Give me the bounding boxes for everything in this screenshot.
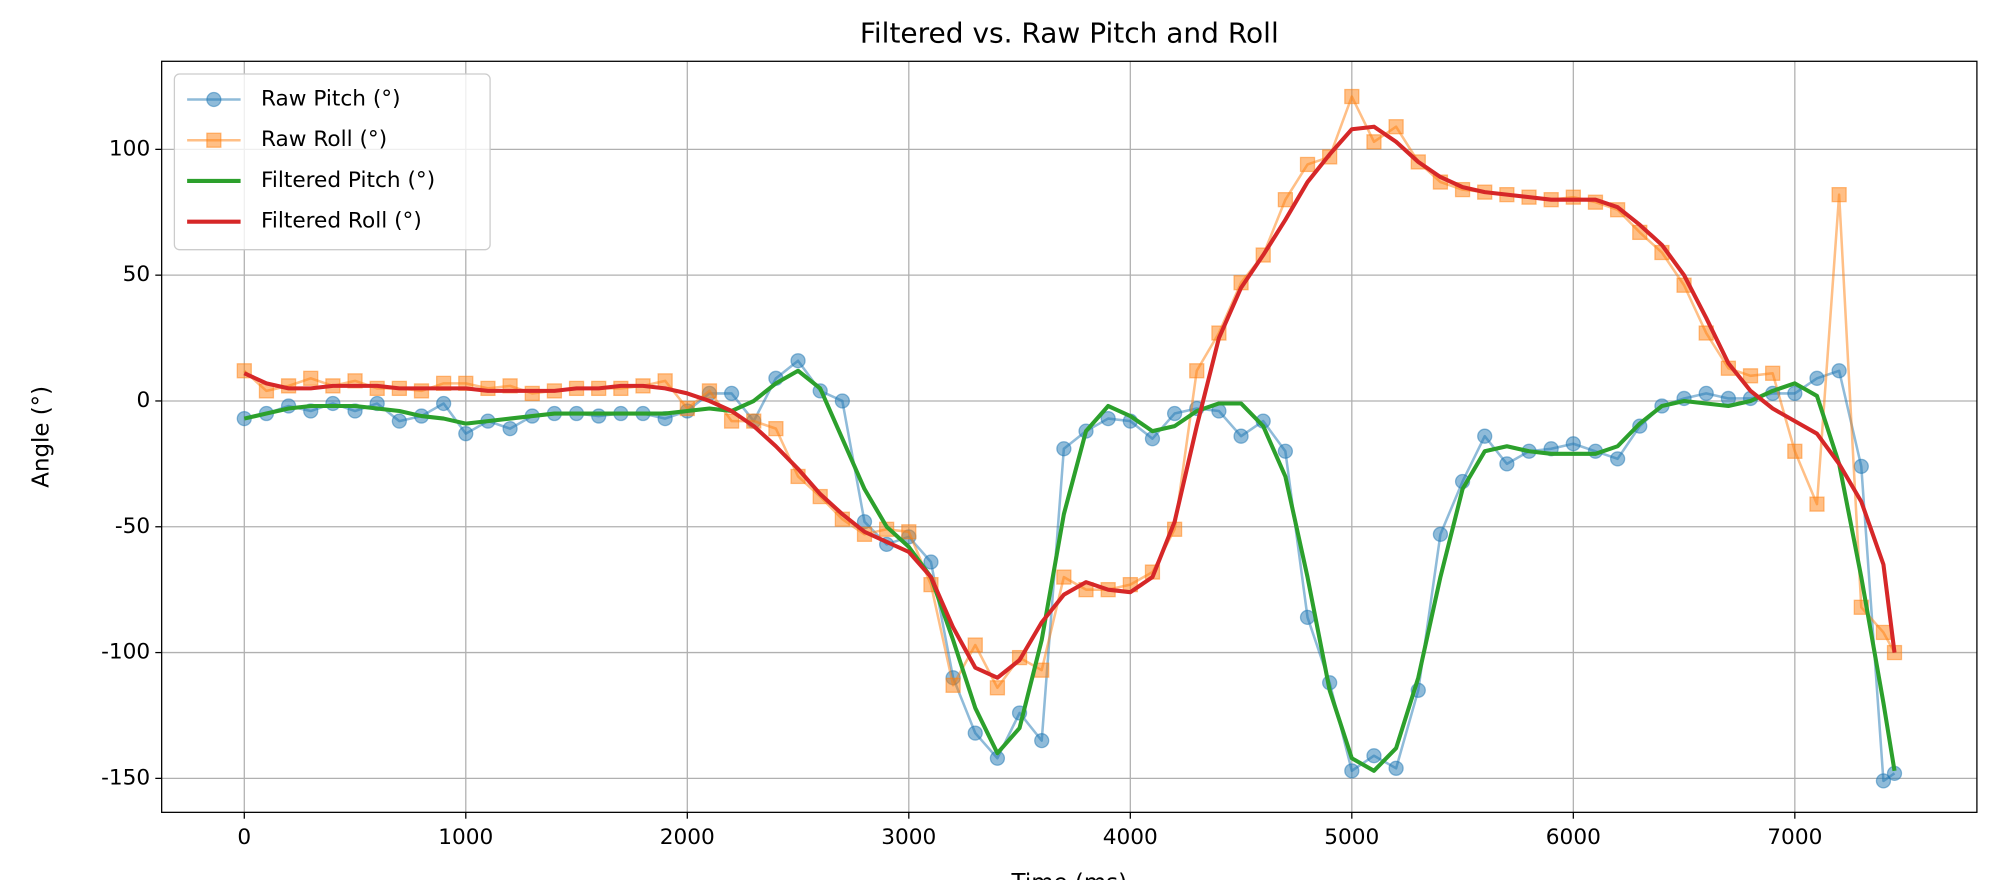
point — [1787, 385, 1803, 402]
point — [1233, 428, 1249, 444]
point — [1698, 385, 1714, 402]
point — [1277, 192, 1294, 208]
point — [1366, 134, 1382, 150]
point — [1787, 443, 1803, 459]
point — [1388, 119, 1404, 135]
point — [1100, 410, 1116, 427]
point — [1565, 189, 1581, 205]
y-tick-label: -50 — [115, 514, 150, 539]
point — [1609, 451, 1626, 467]
point — [1344, 88, 1360, 105]
legend-marker — [206, 132, 222, 148]
y-tick-label: 100 — [109, 136, 150, 161]
point — [989, 680, 1006, 696]
point — [1809, 370, 1825, 386]
point — [701, 383, 718, 399]
point — [1477, 428, 1493, 444]
point — [945, 677, 961, 693]
point — [1388, 760, 1404, 776]
point — [1742, 368, 1759, 384]
point — [1366, 748, 1382, 764]
point — [1875, 773, 1892, 789]
point — [1144, 431, 1161, 447]
point — [1034, 732, 1050, 749]
point — [1831, 363, 1847, 379]
point — [1809, 496, 1825, 512]
plot-frame — [161, 60, 1978, 813]
point — [1765, 365, 1781, 381]
point — [723, 413, 740, 429]
point — [1853, 458, 1869, 475]
y-tick-label: 0 — [136, 388, 150, 413]
x-tick-label: 5000 — [1324, 825, 1379, 850]
point — [1277, 443, 1294, 459]
point — [413, 383, 430, 399]
x-axis-label: Time (ms) — [1011, 870, 1127, 880]
x-tick-label: 1000 — [438, 825, 493, 850]
point — [303, 370, 319, 386]
point — [591, 408, 607, 424]
x-tick-label: 2000 — [660, 825, 715, 850]
point — [1565, 436, 1581, 452]
y-tick-label: -100 — [101, 640, 150, 665]
plot — [236, 88, 1903, 789]
legend: Raw Pitch (°) Raw Roll (°) Filtered Pitch … — [173, 73, 491, 251]
point — [1432, 526, 1449, 542]
y-tick-label: -150 — [101, 765, 150, 790]
point — [834, 393, 850, 409]
x-tick-label: 0 — [237, 825, 251, 850]
point — [391, 413, 407, 429]
point — [967, 637, 983, 653]
point — [502, 421, 518, 437]
point — [458, 426, 474, 442]
point — [967, 725, 983, 741]
point — [1056, 569, 1072, 585]
point — [790, 353, 806, 369]
filtered-line — [243, 124, 1897, 680]
x-tick-label: 6000 — [1546, 825, 1601, 850]
x-tick-label: 4000 — [1103, 825, 1158, 850]
raw-line — [244, 359, 1896, 783]
point — [723, 385, 740, 402]
legend-label: Raw Roll (°) — [261, 127, 387, 152]
legend-marker — [206, 91, 222, 108]
point — [1166, 405, 1183, 422]
chart-title: Filtered vs. Raw Pitch and Roll — [860, 17, 1279, 50]
point — [1499, 456, 1515, 472]
point — [524, 385, 540, 402]
legend-label: Filtered Pitch (°) — [261, 168, 435, 193]
point — [325, 395, 341, 412]
legend-box — [173, 73, 491, 251]
point — [436, 395, 452, 412]
x-tick-label: 3000 — [881, 825, 936, 850]
x-tick-label: 7000 — [1767, 825, 1822, 850]
y-tick-label: 50 — [123, 262, 151, 287]
point — [923, 554, 939, 570]
point — [1056, 441, 1072, 457]
point — [768, 421, 784, 437]
legend-label: Filtered Roll (°) — [261, 209, 422, 234]
point — [657, 373, 673, 389]
point — [901, 524, 917, 540]
point — [1299, 156, 1316, 173]
legend-label: Raw Pitch (°) — [261, 86, 401, 111]
point — [1344, 763, 1360, 779]
point — [1875, 624, 1892, 641]
filtered-line — [243, 368, 1897, 773]
point — [1189, 363, 1205, 379]
point — [1831, 187, 1847, 203]
y-axis-label: Angle (°) — [29, 386, 55, 488]
